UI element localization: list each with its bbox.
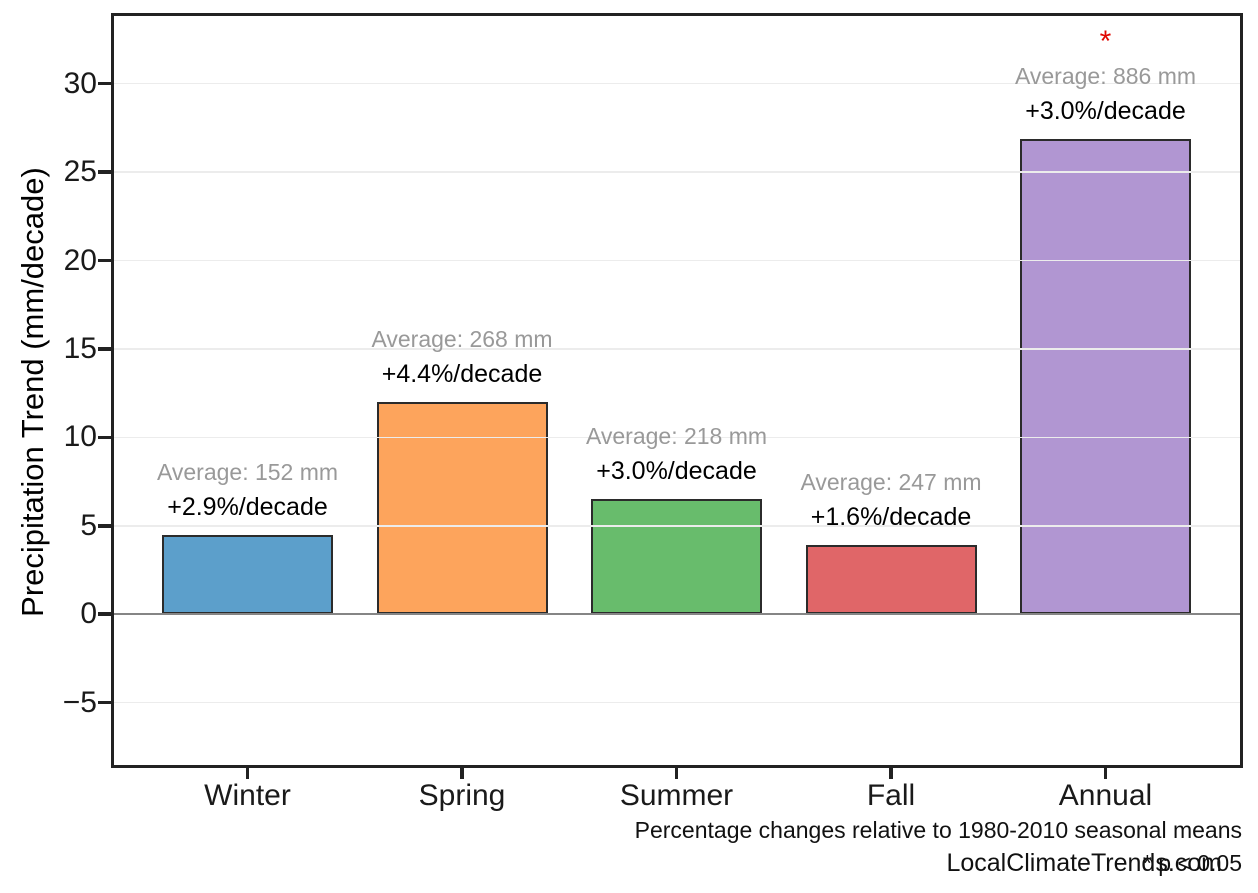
y-axis-tick [98,435,111,440]
bar-annotation-summer: Average: 218 mm +3.0%/decade [467,419,887,489]
bar-annual [1020,138,1191,615]
gridline [111,259,1243,262]
y-axis-tick-label: 20 [63,243,97,277]
trend-label: +3.0%/decade [1025,96,1186,125]
x-axis-label-summer: Summer [619,779,734,812]
y-axis-tick-label: 15 [63,331,97,365]
x-axis-tick [674,768,679,779]
y-axis-tick-label: 5 [80,508,97,542]
gridline [111,436,1243,439]
bar-fall [805,545,977,615]
trend-label: +3.0%/decade [596,457,757,486]
bar-summer [591,499,762,615]
y-axis-tick [98,524,111,528]
average-label: Average: 268 mm [371,326,553,352]
x-axis-label-spring: Spring [418,779,506,812]
y-axis-tick [98,700,111,705]
y-axis-tick-label: 25 [63,155,97,189]
gridline [111,82,1243,85]
bar-annotation-fall: Average: 247 mm +1.6%/decade [681,465,1101,535]
gridline [111,525,1243,527]
gridline [111,701,1243,704]
x-axis-label-winter: Winter [204,779,291,812]
y-axis-tick-label: −5 [62,685,97,719]
y-axis-tick-label: 10 [63,420,97,454]
plot-area: Average: 152 mm +2.9%/decade Average: 268 … [111,13,1243,768]
y-axis-label: Precipitation Trend (mm/decade) [15,167,50,617]
y-axis-tick-label: 0 [80,597,97,631]
trend-label: +4.4%/decade [381,360,543,388]
x-axis-label-annual: Annual [1058,779,1153,812]
significance-star: * [1099,24,1112,58]
bar-annotation-spring: Average: 268 mm +4.4%/decade [252,322,672,392]
y-axis-tick [98,81,111,86]
x-axis-tick [1103,768,1108,779]
average-label: Average: 886 mm [1014,62,1197,89]
trend-label: +2.9%/decade [167,492,328,521]
gridline [111,348,1243,350]
watermark: LocalClimateTrends.com [946,849,1222,877]
footnote: Percentage changes relative to 1980-2010… [635,814,1242,880]
footnote-line1: Percentage changes relative to 1980-2010… [634,817,1242,843]
bar-annotation-winter: Average: 152 mm +2.9%/decade [38,455,458,525]
bar-annotation-annual: * Average: 886 mm +3.0%/decade [896,25,1258,129]
y-axis-tick [98,170,111,174]
x-axis-label-fall: Fall [866,779,916,812]
zero-line [111,612,1243,616]
x-axis-tick [460,768,464,779]
average-label: Average: 218 mm [585,423,768,450]
footnote-line2: * p < 0.05 [1142,850,1242,876]
average-label: Average: 152 mm [156,458,339,485]
x-axis-tick [889,768,893,779]
y-axis-tick-label: 30 [63,66,97,100]
y-axis-tick [98,258,111,263]
trend-label: +1.6%/decade [810,503,972,532]
bar-winter [162,534,333,615]
average-label: Average: 247 mm [800,469,982,496]
x-axis-tick [245,768,250,779]
y-axis-tick [98,612,111,616]
gridline [111,171,1243,173]
y-axis-tick [98,347,111,351]
